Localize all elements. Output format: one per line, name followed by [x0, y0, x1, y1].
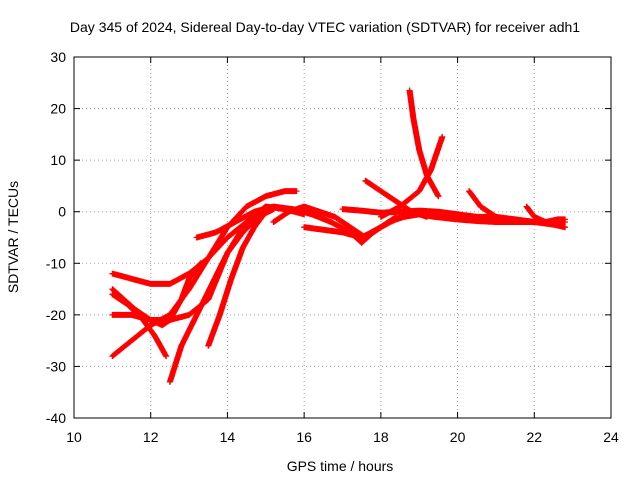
series-track-5	[109, 291, 170, 360]
y-tick-label: 10	[50, 152, 66, 168]
series-track-7	[205, 208, 269, 349]
series-track-1	[109, 203, 308, 287]
x-tick-label: 20	[450, 429, 466, 445]
plus-markers	[377, 133, 446, 220]
x-tick-label: 10	[66, 429, 82, 445]
plus-markers	[205, 208, 269, 349]
plus-markers	[166, 206, 277, 385]
y-tick-label: -20	[46, 307, 66, 323]
y-tick-label: -10	[46, 255, 66, 271]
series-track-2	[109, 188, 300, 360]
plus-markers	[362, 177, 430, 220]
plus-markers	[466, 188, 530, 225]
y-tick-label: 30	[50, 49, 66, 65]
data-series	[109, 87, 568, 385]
series-track-14	[377, 133, 446, 220]
chart-title: Day 345 of 2024, Sidereal Day-to-day VTE…	[70, 19, 580, 35]
y-tick-label: 0	[58, 204, 66, 220]
grid	[74, 57, 611, 418]
x-tick-label: 24	[603, 429, 619, 445]
series-track-16	[523, 203, 568, 225]
x-tick-label: 14	[220, 429, 236, 445]
axis-ticks: 10 12 14 16 18 20 22 24 -40 -30 -20 -10 0 10 20 30	[46, 49, 619, 445]
x-tick-label: 22	[526, 429, 542, 445]
series-track-15	[466, 188, 530, 225]
plus-markers	[523, 203, 568, 225]
series-track-6	[166, 206, 277, 385]
plot-frame	[73, 56, 612, 419]
y-axis-label: SDTVAR / TECUs	[5, 181, 21, 293]
y-tick-label: 20	[50, 101, 66, 117]
plus-markers	[109, 188, 300, 360]
y-tick-label: -30	[46, 358, 66, 374]
plus-markers	[109, 203, 308, 287]
x-tick-label: 12	[143, 429, 159, 445]
x-tick-label: 16	[296, 429, 312, 445]
plus-markers	[109, 291, 170, 360]
y-tick-label: -40	[46, 410, 66, 426]
x-axis-label: GPS time / hours	[287, 458, 394, 474]
x-tick-label: 18	[373, 429, 389, 445]
series-track-12	[362, 177, 430, 220]
